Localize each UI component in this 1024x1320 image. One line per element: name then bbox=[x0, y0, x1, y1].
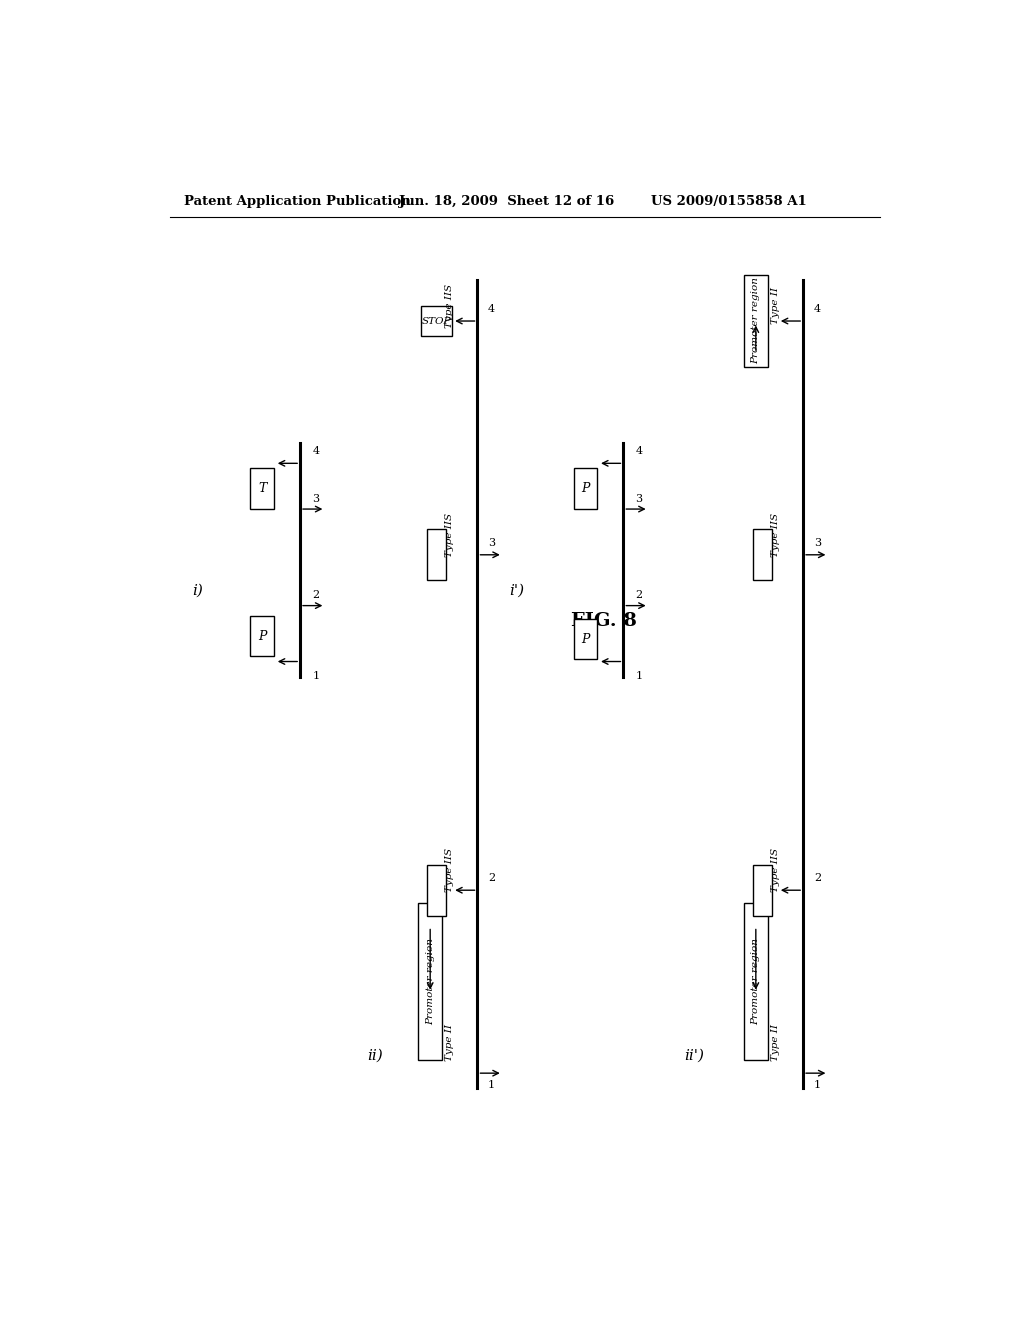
Text: ii): ii) bbox=[368, 1049, 383, 1063]
Bar bbox=[427, 529, 446, 581]
Text: i'): i') bbox=[509, 583, 524, 598]
Text: 4: 4 bbox=[312, 446, 319, 457]
Bar bbox=[421, 306, 453, 337]
Text: P: P bbox=[258, 630, 266, 643]
Text: Type II: Type II bbox=[771, 1024, 780, 1061]
Bar bbox=[573, 469, 597, 510]
Text: P: P bbox=[582, 482, 590, 495]
Text: 2: 2 bbox=[488, 873, 496, 883]
Text: 1: 1 bbox=[488, 1080, 496, 1090]
Text: 2: 2 bbox=[636, 590, 643, 601]
Text: 1: 1 bbox=[312, 671, 319, 681]
Text: 2: 2 bbox=[814, 873, 821, 883]
Bar bbox=[251, 616, 274, 656]
Text: i): i) bbox=[193, 583, 203, 598]
Bar bbox=[753, 529, 772, 581]
Text: 2: 2 bbox=[312, 590, 319, 601]
Text: Promoter region: Promoter region bbox=[752, 939, 761, 1026]
Text: Type IIS: Type IIS bbox=[445, 847, 455, 892]
Text: Patent Application Publication: Patent Application Publication bbox=[184, 194, 411, 207]
Text: T: T bbox=[258, 482, 266, 495]
Text: Promoter region: Promoter region bbox=[752, 277, 761, 364]
Text: 1: 1 bbox=[636, 671, 643, 681]
Bar bbox=[419, 903, 442, 1060]
Bar bbox=[573, 619, 597, 660]
Text: Promoter region: Promoter region bbox=[426, 939, 434, 1026]
Text: 3: 3 bbox=[488, 537, 496, 548]
Bar bbox=[744, 276, 768, 367]
Text: Type II: Type II bbox=[445, 1024, 455, 1061]
Text: ii'): ii') bbox=[684, 1049, 705, 1063]
Text: FIG. 8: FIG. 8 bbox=[570, 612, 637, 630]
Text: Type IIS: Type IIS bbox=[771, 512, 780, 557]
Text: 3: 3 bbox=[312, 494, 319, 504]
Text: Type IIS: Type IIS bbox=[445, 512, 455, 557]
Text: STOP: STOP bbox=[422, 317, 452, 326]
Text: 4: 4 bbox=[636, 446, 643, 457]
Text: Type IIS: Type IIS bbox=[771, 847, 780, 892]
Text: Type IIS: Type IIS bbox=[445, 284, 455, 327]
Text: 4: 4 bbox=[488, 304, 496, 314]
Bar bbox=[753, 865, 772, 916]
Text: P: P bbox=[582, 632, 590, 645]
Bar bbox=[251, 469, 274, 510]
Text: 3: 3 bbox=[814, 537, 821, 548]
Text: 1: 1 bbox=[814, 1080, 821, 1090]
Text: US 2009/0155858 A1: US 2009/0155858 A1 bbox=[651, 194, 807, 207]
Text: Type II: Type II bbox=[771, 288, 780, 325]
Bar bbox=[744, 903, 768, 1060]
Bar bbox=[427, 865, 446, 916]
Text: 3: 3 bbox=[636, 494, 643, 504]
Text: 4: 4 bbox=[814, 304, 821, 314]
Text: Jun. 18, 2009  Sheet 12 of 16: Jun. 18, 2009 Sheet 12 of 16 bbox=[398, 194, 614, 207]
